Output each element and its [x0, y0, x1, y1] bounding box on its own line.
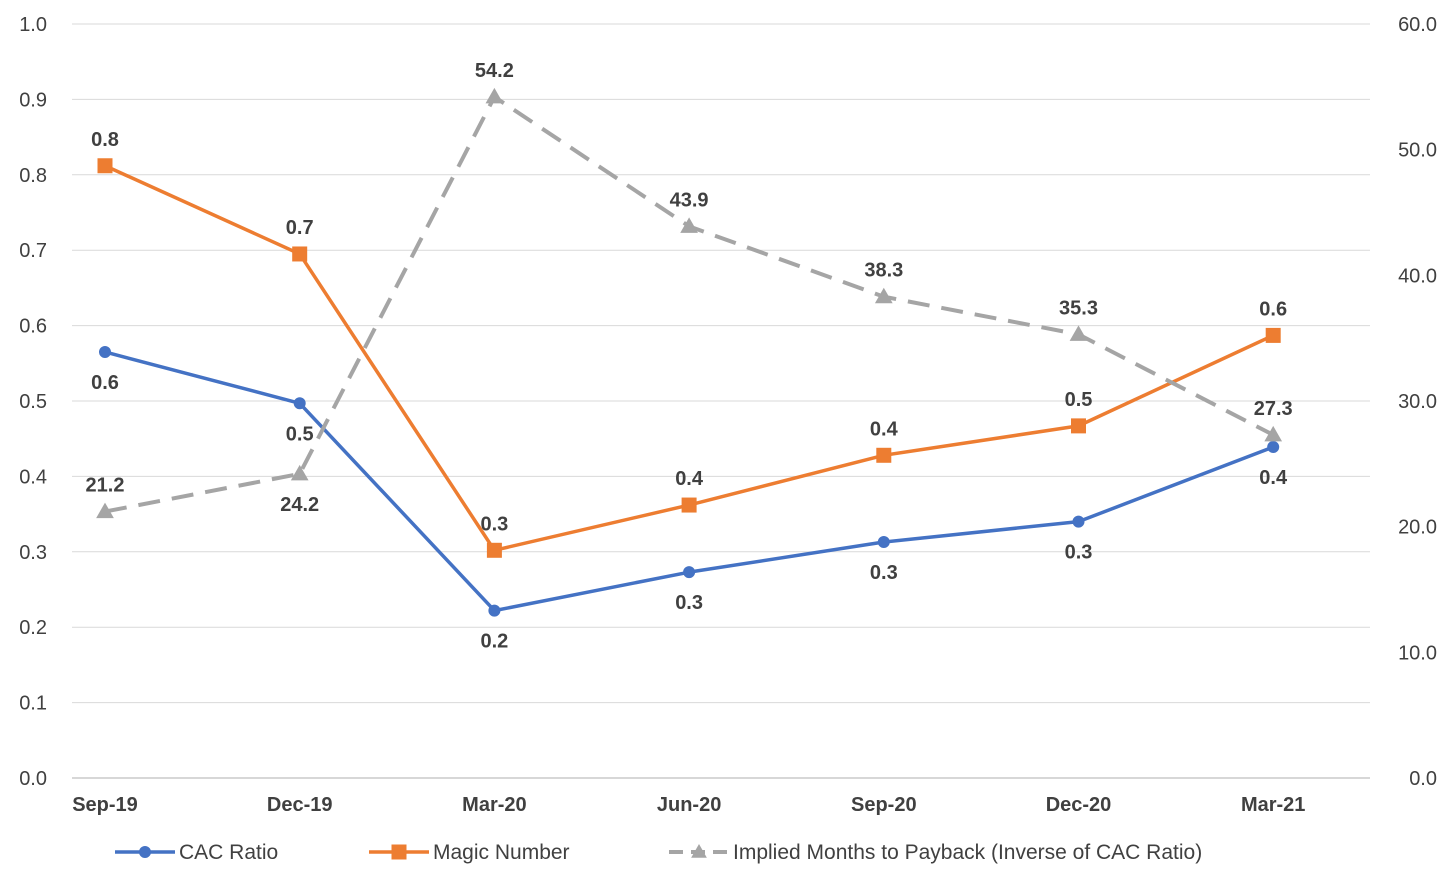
- data-point: [293, 397, 306, 410]
- y-tick-label: 0.8: [19, 165, 47, 187]
- data-point: [1072, 515, 1085, 528]
- x-tick-label: Dec-20: [1046, 794, 1112, 816]
- x-tick-label: Sep-19: [72, 794, 138, 816]
- y-tick-label: 0.3: [19, 542, 47, 564]
- data-point: [96, 502, 114, 519]
- data-point: [681, 497, 697, 513]
- data-label: 43.9: [670, 189, 709, 211]
- y-tick-label: 1.0: [19, 14, 47, 36]
- legend-label: Magic Number: [433, 841, 570, 864]
- y2-tick-label: 30.0: [1398, 391, 1437, 413]
- x-tick-label: Dec-19: [267, 794, 333, 816]
- y2-tick-label: 10.0: [1398, 642, 1437, 664]
- data-label: 21.2: [86, 475, 125, 497]
- data-label: 0.5: [286, 423, 314, 445]
- legend: CAC Ratio Magic Number Implied Months to P…: [115, 841, 1202, 864]
- data-point: [97, 158, 113, 174]
- data-point: [99, 345, 111, 358]
- gridlines: [72, 23, 1370, 704]
- data-point: [1265, 327, 1281, 343]
- data-label: 0.2: [480, 631, 508, 653]
- legend-marker: [391, 844, 407, 860]
- data-label: 38.3: [864, 260, 903, 282]
- data-label: 0.8: [91, 129, 119, 151]
- x-tick-label: Jun-20: [657, 794, 721, 816]
- legend-label: Implied Months to Payback (Inverse of CA…: [733, 841, 1202, 864]
- data-point: [876, 447, 892, 463]
- data-point: [680, 217, 698, 233]
- y2-tick-label: 20.0: [1398, 517, 1437, 539]
- data-point: [488, 604, 501, 617]
- data-point: [485, 87, 504, 104]
- data-point: [1264, 425, 1283, 442]
- y-tick-label: 0.0: [19, 768, 47, 790]
- data-label: 35.3: [1059, 297, 1098, 319]
- data-label: 54.2: [475, 60, 514, 82]
- data-label: 0.5: [1065, 389, 1093, 411]
- data-point: [290, 464, 309, 481]
- data-label: 0.6: [1259, 298, 1287, 320]
- y-tick-label: 0.4: [19, 466, 47, 488]
- data-point: [1267, 440, 1280, 453]
- data-label: 0.6: [91, 372, 119, 394]
- x-tick-label: Mar-21: [1241, 794, 1305, 816]
- data-label: 0.4: [870, 418, 899, 440]
- legend-marker: [691, 843, 707, 858]
- data-point: [683, 566, 696, 579]
- data-label: 0.3: [480, 513, 508, 535]
- y2-tick-label: 40.0: [1398, 265, 1437, 287]
- data-label: 0.4: [1259, 467, 1288, 489]
- y2-tick-label: 50.0: [1398, 140, 1437, 162]
- x-tick-label: Sep-20: [851, 794, 917, 816]
- y-tick-label: 0.5: [19, 391, 47, 413]
- y-tick-label: 0.7: [19, 240, 47, 262]
- legend-label: CAC Ratio: [179, 841, 278, 864]
- x-tick-label: Mar-20: [462, 794, 526, 816]
- data-label: 24.2: [280, 494, 319, 516]
- y2-tick-label: 60.0: [1398, 14, 1437, 36]
- data-point: [874, 287, 893, 304]
- y-tick-label: 0.9: [19, 89, 47, 111]
- y-tick-label: 0.6: [19, 316, 47, 338]
- y-tick-label: 0.2: [19, 617, 47, 639]
- data-label: 0.3: [870, 562, 898, 584]
- data-labels: 0.6 0.5 0.2 0.3 0.3 0.3 0.4 0.8 0.7 0.3 0.4 0.4 0.5 0…: [86, 60, 1293, 653]
- data-label: 0.3: [1065, 542, 1093, 564]
- series-line-2: [104, 94, 1275, 514]
- data-point: [292, 246, 308, 262]
- y2-tick-label: 0.0: [1409, 768, 1437, 790]
- y-tick-label: 0.1: [19, 693, 47, 715]
- series: [96, 87, 1283, 617]
- data-label: 0.4: [675, 468, 704, 490]
- data-point: [877, 535, 890, 548]
- data-label: 0.7: [286, 217, 314, 239]
- data-point: [1069, 325, 1088, 341]
- data-label: 27.3: [1254, 398, 1293, 420]
- data-point: [1071, 418, 1086, 434]
- legend-marker: [139, 846, 151, 858]
- data-label: 0.3: [675, 592, 703, 614]
- axes: 0.0 0.1 0.2 0.3 0.4 0.5 0.6 0.7 0.8 0.9 1.0 0.0 10.0…: [19, 14, 1437, 816]
- data-point: [486, 542, 502, 558]
